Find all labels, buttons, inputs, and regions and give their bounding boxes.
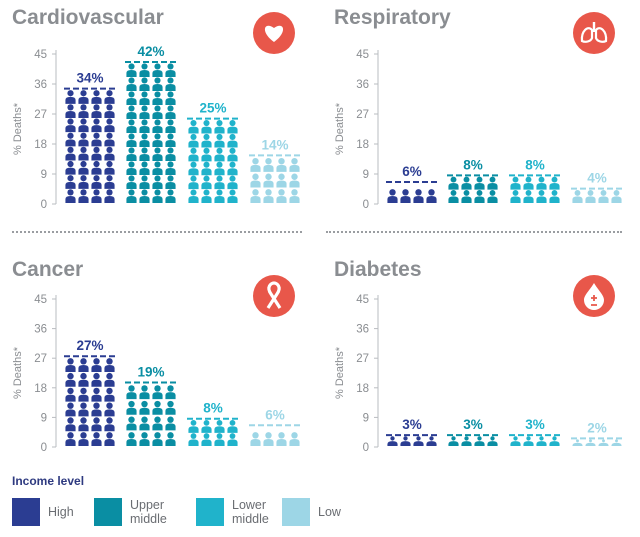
legend-swatch-high bbox=[12, 498, 40, 526]
chart-diabetes: Diabetes 0 9 18 27 36 45 % Deaths* 3% 3% 3% 2% bbox=[322, 248, 638, 470]
chart-cardiovascular: Cardiovascular 0 9 18 27 36 45 % Deaths* 34% 42% 2… bbox=[0, 0, 316, 222]
chart-title: Cancer bbox=[12, 258, 83, 281]
y-tick-label: 45 bbox=[34, 294, 47, 306]
blood-drop-icon bbox=[573, 275, 615, 317]
heart-icon bbox=[253, 12, 295, 54]
separator-right bbox=[326, 231, 622, 233]
data-label-lower-middle: 8% bbox=[203, 401, 223, 416]
data-label-lower-middle: 25% bbox=[199, 101, 226, 116]
data-label-high: 6% bbox=[402, 164, 422, 179]
y-tick-label: 9 bbox=[363, 169, 369, 181]
y-tick-label: 36 bbox=[356, 79, 369, 91]
y-tick-label: 36 bbox=[34, 324, 47, 336]
data-label-high: 27% bbox=[76, 338, 103, 353]
legend-swatch-low bbox=[282, 498, 310, 526]
legend-item-upper-middle: Upper middle bbox=[94, 498, 204, 528]
chart-title: Cardiovascular bbox=[12, 6, 164, 29]
chart-cancer: Cancer 0 9 18 27 36 45 % Deaths* 27% 19% 8% 6% bbox=[0, 248, 316, 470]
legend-item-lower-middle: Lower middle bbox=[196, 498, 306, 528]
bar-low bbox=[572, 439, 622, 446]
y-tick-label: 36 bbox=[356, 324, 369, 336]
y-tick-label: 18 bbox=[34, 139, 47, 151]
legend-item-low: Low bbox=[282, 498, 382, 528]
bar-upper-middle bbox=[448, 436, 498, 446]
y-tick-label: 27 bbox=[356, 109, 369, 121]
y-tick-label: 27 bbox=[34, 109, 47, 121]
data-label-upper-middle: 3% bbox=[463, 417, 483, 432]
y-tick-label: 0 bbox=[41, 199, 47, 211]
legend-label-high: High bbox=[48, 505, 74, 519]
bar-lower-middle bbox=[188, 419, 238, 446]
y-tick-label: 45 bbox=[356, 294, 369, 306]
y-tick-label: 36 bbox=[34, 79, 47, 91]
bar-lower-middle bbox=[188, 120, 238, 203]
legend: Income level High Upper middle Lower mid… bbox=[12, 474, 632, 534]
y-tick-label: 18 bbox=[356, 383, 369, 395]
y-tick-label: 0 bbox=[363, 199, 369, 211]
y-axis-label: % Deaths* bbox=[334, 102, 346, 155]
bar-lower-middle bbox=[510, 436, 560, 446]
y-tick-label: 9 bbox=[363, 412, 369, 424]
data-label-upper-middle: 42% bbox=[137, 44, 164, 59]
bar-upper-middle bbox=[126, 63, 176, 203]
y-tick-label: 0 bbox=[41, 442, 47, 454]
legend-label-low: Low bbox=[318, 505, 341, 519]
y-tick-label: 27 bbox=[34, 353, 47, 365]
y-axis-label: % Deaths* bbox=[334, 346, 346, 399]
legend-swatch-upper-middle bbox=[94, 498, 122, 526]
y-tick-label: 18 bbox=[34, 383, 47, 395]
legend-title: Income level bbox=[12, 474, 85, 488]
bar-high bbox=[65, 90, 115, 203]
bar-low bbox=[250, 157, 300, 203]
y-axis-label: % Deaths* bbox=[12, 102, 24, 155]
bar-upper-middle bbox=[126, 385, 176, 446]
legend-label-upper-middle: Upper middle bbox=[130, 498, 167, 526]
ribbon-icon bbox=[253, 275, 295, 317]
y-tick-label: 0 bbox=[363, 442, 369, 454]
y-tick-label: 45 bbox=[34, 49, 47, 61]
legend-label-lower-middle: Lower middle bbox=[232, 498, 269, 526]
bar-lower-middle bbox=[510, 176, 560, 203]
data-label-upper-middle: 8% bbox=[463, 157, 483, 172]
bar-low bbox=[250, 432, 300, 446]
y-tick-label: 27 bbox=[356, 353, 369, 365]
y-tick-label: 9 bbox=[41, 169, 47, 181]
bar-upper-middle bbox=[448, 176, 498, 203]
data-label-lower-middle: 3% bbox=[525, 417, 545, 432]
data-label-high: 34% bbox=[76, 71, 103, 86]
bar-high bbox=[387, 436, 437, 446]
data-label-lower-middle: 8% bbox=[525, 157, 545, 172]
legend-swatch-lower-middle bbox=[196, 498, 224, 526]
bar-low bbox=[572, 189, 622, 203]
data-label-high: 3% bbox=[402, 417, 422, 432]
y-tick-label: 45 bbox=[356, 49, 369, 61]
chart-respiratory: Respiratory 0 9 18 27 36 45 % Deaths* 6% 8% 8% 4% bbox=[322, 0, 638, 222]
bar-high bbox=[65, 358, 115, 446]
chart-title: Diabetes bbox=[334, 258, 422, 281]
chart-title: Respiratory bbox=[334, 6, 451, 29]
data-label-low: 14% bbox=[261, 137, 288, 152]
y-tick-label: 18 bbox=[356, 139, 369, 151]
legend-item-high: High bbox=[12, 498, 112, 528]
data-label-upper-middle: 19% bbox=[137, 365, 164, 380]
separator-left bbox=[12, 231, 302, 233]
data-label-low: 4% bbox=[587, 171, 607, 186]
data-label-low: 6% bbox=[265, 407, 285, 422]
data-label-low: 2% bbox=[587, 420, 607, 435]
y-axis-label: % Deaths* bbox=[12, 346, 24, 399]
y-tick-label: 9 bbox=[41, 412, 47, 424]
bar-high bbox=[387, 189, 437, 203]
lungs-icon bbox=[573, 12, 615, 54]
